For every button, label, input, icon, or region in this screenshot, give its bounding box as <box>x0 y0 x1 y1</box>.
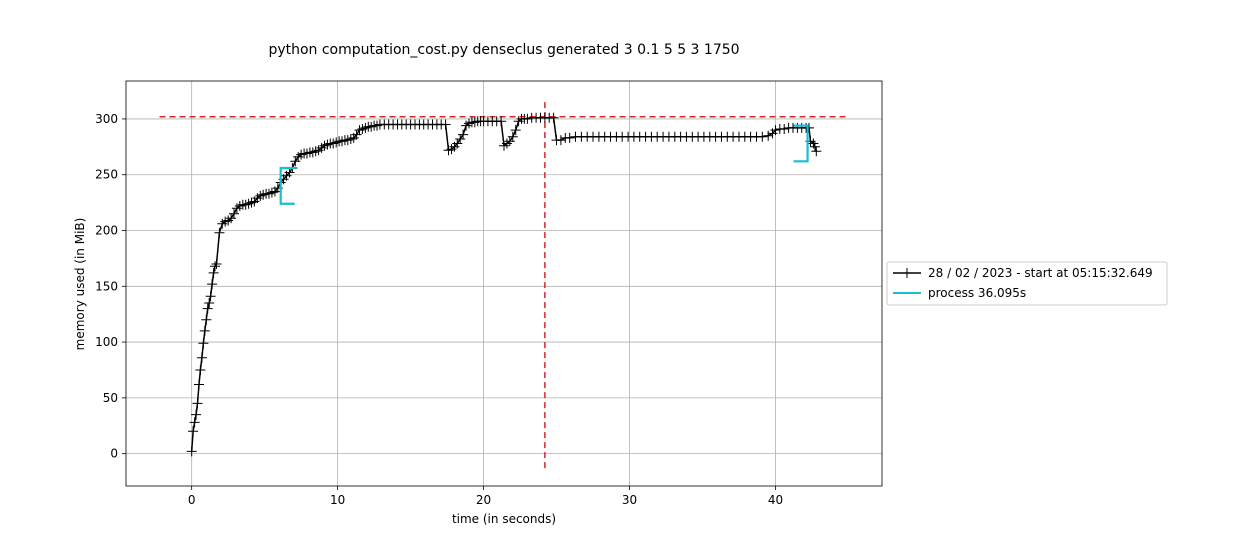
data-point <box>198 338 209 349</box>
data-point <box>779 124 790 134</box>
data-point <box>205 291 216 302</box>
y-tick-label: 150 <box>95 279 118 293</box>
y-tick-label: 50 <box>103 391 118 405</box>
data-point <box>548 112 559 123</box>
data-point <box>458 129 469 140</box>
data-point <box>564 132 575 143</box>
y-tick-label: 250 <box>95 168 118 182</box>
data-point <box>229 208 239 219</box>
data-point <box>204 298 215 308</box>
x-tick-label: 40 <box>768 493 783 507</box>
data-point <box>770 125 781 136</box>
legend-label-process: process 36.095s <box>928 286 1026 300</box>
x-axis-label: time (in seconds) <box>452 512 556 526</box>
y-tick-label: 100 <box>95 335 118 349</box>
data-point <box>186 446 197 457</box>
data-point <box>195 365 206 375</box>
axes-frame <box>125 80 883 487</box>
data-point <box>757 131 768 142</box>
process-markers <box>279 124 809 205</box>
data-point <box>214 227 225 238</box>
data-point <box>191 409 202 420</box>
legend-marker-plus <box>902 268 912 278</box>
y-axis-label: memory used (in MiB) <box>73 218 87 351</box>
y-tick-label: 200 <box>95 224 118 238</box>
data-point <box>210 261 220 272</box>
process-start-bracket <box>279 166 295 205</box>
data-point <box>510 125 521 136</box>
data-point <box>199 325 210 336</box>
data-point <box>194 379 204 390</box>
chart-title: python computation_cost.py denseclus gen… <box>268 42 739 58</box>
data-point <box>192 398 203 409</box>
reference-lines <box>159 98 849 469</box>
data-point <box>201 314 212 325</box>
legend-label-memory: 28 / 02 / 2023 - start at 05:15:32.649 <box>928 266 1153 280</box>
data-point <box>196 352 207 363</box>
data-point <box>555 135 566 146</box>
y-tick-label: 300 <box>95 112 118 126</box>
process-end-bracket <box>793 124 809 163</box>
legend: 28 / 02 / 2023 - start at 05:15:32.649 p… <box>886 261 1168 306</box>
data-point <box>189 417 200 428</box>
data-point <box>507 131 518 142</box>
data-point <box>188 426 199 437</box>
data-point <box>522 113 533 124</box>
x-tick-label: 0 <box>188 493 196 507</box>
data-point <box>440 119 451 130</box>
grid-lines <box>126 81 882 486</box>
data-point <box>202 303 213 314</box>
x-tick-label: 30 <box>622 493 637 507</box>
data-point <box>496 116 507 127</box>
data-point <box>804 122 814 133</box>
data-point <box>207 279 218 290</box>
legend-frame <box>886 261 1168 306</box>
data-point <box>811 146 822 157</box>
x-tick-label: 10 <box>330 493 345 507</box>
data-point <box>208 267 219 278</box>
axis-ticks: 0 10 20 30 40 0 50 100 150 200 250 300 <box>95 112 783 507</box>
data-point <box>211 259 222 269</box>
x-tick-label: 20 <box>476 493 491 507</box>
data-point <box>809 141 820 152</box>
y-tick-label: 0 <box>110 447 118 461</box>
data-point <box>763 130 774 141</box>
memory-series <box>186 112 822 457</box>
